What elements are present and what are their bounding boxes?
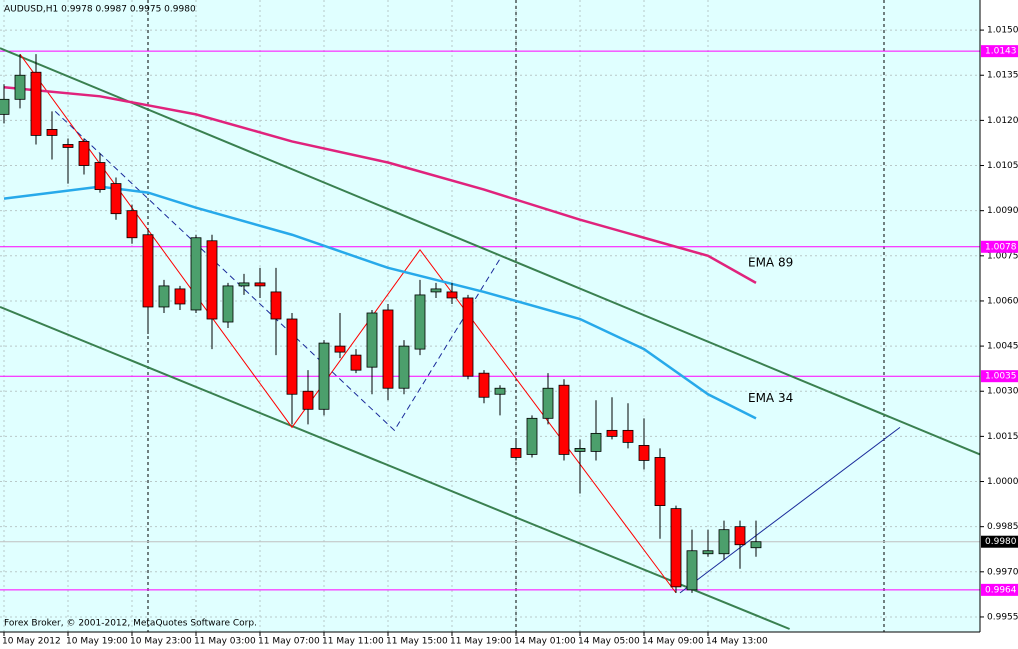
x-tick-label: 14 May 05:00 (578, 637, 640, 647)
y-tick-label: 1.0015 (987, 432, 1018, 442)
candle-body (0, 98, 10, 115)
candle-body (398, 345, 410, 389)
candle-body (590, 432, 602, 452)
level-tag (981, 583, 1018, 596)
chart-header: AUDUSD,H1 0.9978 0.9987 0.9975 0.9980 (4, 5, 196, 15)
candle-body (430, 288, 442, 293)
level-tag-label: 1.0078 (985, 242, 1017, 252)
y-tick-label: 1.0150 (987, 26, 1018, 36)
copyright: Forex Broker, © 2001-2012, MetaQuotes So… (4, 619, 257, 629)
level-tag-label: 1.0143 (985, 47, 1017, 57)
y-tick-label: 0.9985 (987, 522, 1018, 532)
candle-body (478, 372, 490, 398)
candle-body (366, 312, 378, 368)
candle-body (190, 237, 202, 311)
candle-body (126, 210, 138, 239)
candle-body (158, 285, 170, 308)
candle-body (350, 354, 362, 371)
y-tick-label: 0.9955 (987, 612, 1018, 622)
trendline (679, 426, 901, 594)
indicator-line (3, 185, 757, 420)
candle-body (654, 457, 666, 507)
y-tick-label: 0.9970 (987, 567, 1018, 577)
candle-body (238, 282, 250, 287)
candle-body (510, 448, 522, 458)
candle-body (462, 297, 474, 377)
candle-body (110, 183, 122, 215)
x-tick-label: 10 May 19:00 (66, 637, 128, 647)
x-tick-label: 10 May 2012 (2, 637, 61, 647)
level-tag-label: 0.9964 (985, 585, 1017, 595)
y-tick-label: 1.0030 (987, 387, 1018, 397)
x-tick-label: 11 May 15:00 (386, 637, 448, 647)
y-tick-label: 1.0045 (987, 342, 1018, 352)
y-tick-label: 1.0090 (987, 206, 1018, 216)
level-tag (981, 45, 1018, 58)
candle-body (142, 234, 154, 308)
candle-body (734, 526, 746, 546)
candle-body (686, 550, 698, 591)
candle-body (446, 291, 458, 299)
candle-body (254, 282, 266, 287)
candle-body (702, 550, 714, 555)
level-tag-label: 1.0035 (985, 372, 1017, 382)
candle-body (174, 288, 186, 305)
y-tick-label: 1.0120 (987, 116, 1018, 126)
x-tick-label: 11 May 11:00 (322, 637, 384, 647)
candle-body (334, 345, 346, 353)
candle-body (670, 508, 682, 588)
x-tick-label: 14 May 01:00 (514, 637, 576, 647)
y-tick-label: 1.0105 (987, 161, 1018, 171)
candle-body (302, 390, 314, 410)
indicator-label: EMA 34 (748, 391, 793, 405)
y-tick-label: 1.0060 (987, 296, 1018, 306)
x-tick-label: 11 May 19:00 (450, 637, 512, 647)
x-tick-label: 14 May 13:00 (706, 637, 768, 647)
candle-body (14, 74, 26, 100)
candle-body (62, 144, 74, 148)
candle-body (638, 445, 650, 461)
level-tag (981, 370, 1018, 383)
candle-body (206, 240, 218, 320)
indicator-line (3, 86, 757, 284)
x-tick-label: 14 May 09:00 (642, 637, 704, 647)
current-price-label: 0.9980 (985, 537, 1017, 547)
x-tick-label: 11 May 07:00 (258, 637, 320, 647)
y-tick-label: 1.0075 (987, 251, 1018, 261)
y-tick-label: 1.0135 (987, 71, 1018, 81)
x-tick-label: 11 May 03:00 (194, 637, 256, 647)
candle-body (94, 162, 106, 190)
candle-body (558, 384, 570, 455)
trendline (0, 306, 790, 630)
trendline (0, 47, 981, 456)
candle-body (318, 342, 330, 410)
candle-body (494, 387, 506, 395)
plot-background (0, 0, 980, 632)
candle-body (750, 541, 762, 549)
candle-body (78, 141, 90, 166)
candle-body (382, 309, 394, 389)
y-tick-label: 1.0000 (987, 477, 1018, 487)
candle-body (222, 285, 234, 323)
candle-body (606, 429, 618, 437)
indicator-label: EMA 89 (748, 255, 793, 269)
candle-body (270, 291, 282, 320)
candle-body (622, 429, 634, 443)
candle-body (542, 387, 554, 419)
candle-body (286, 318, 298, 395)
candle-body (574, 448, 586, 452)
candle-body (414, 294, 426, 350)
candle-body (718, 529, 730, 555)
level-tag (981, 240, 1018, 253)
trendline (54, 110, 501, 432)
candle-body (30, 71, 42, 136)
current-price-tag (981, 535, 1018, 548)
candle-body (46, 129, 58, 136)
x-tick-label: 10 May 23:00 (130, 637, 192, 647)
candle-body (526, 417, 538, 455)
